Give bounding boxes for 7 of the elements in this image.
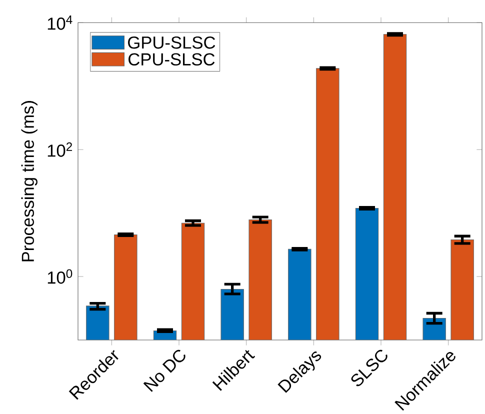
legend-label: CPU-SLSC [128, 53, 215, 66]
y-tick-label: 10$^{2}$ [48, 142, 72, 157]
x-tick-label: No DC [143, 350, 186, 392]
y-tick-label: 10$^{4}$ [48, 16, 72, 30]
legend-label: GPU-SLSC [128, 36, 216, 49]
y-tick-label: 10$^{0}$ [48, 269, 72, 284]
y-axis-title: Processing time (ms) [21, 101, 38, 262]
